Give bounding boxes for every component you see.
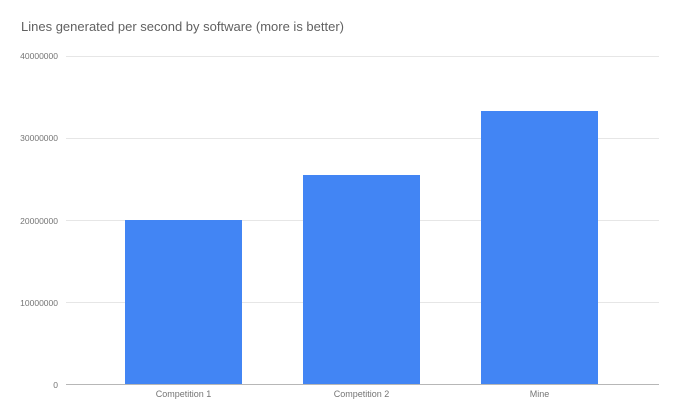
gridline xyxy=(66,138,659,139)
bar-competition-1 xyxy=(125,220,242,384)
x-axis-category-label-mine: Mine xyxy=(529,389,550,399)
y-axis-tick-label: 30000000 xyxy=(20,133,58,144)
bar-mine xyxy=(481,110,598,384)
y-axis-tick-label: 40000000 xyxy=(20,51,58,61)
chart-title: Lines generated per second by software (… xyxy=(21,19,345,34)
gridline xyxy=(66,56,659,57)
y-axis: 0 10000000 20000000 30000000 40000000 xyxy=(0,51,58,390)
y-axis-tick-label: 10000000 xyxy=(20,297,58,308)
x-axis-category-label-competition-1: Competition 1 xyxy=(155,389,212,399)
y-axis-tick-label: 20000000 xyxy=(20,215,58,226)
plot-area xyxy=(66,56,659,385)
x-axis: Competition 1 Competition 2 Mine xyxy=(66,389,659,403)
x-axis-category-label-competition-2: Competition 2 xyxy=(333,389,390,399)
y-axis-tick-label: 0 xyxy=(53,380,58,390)
bar-competition-2 xyxy=(303,174,420,384)
